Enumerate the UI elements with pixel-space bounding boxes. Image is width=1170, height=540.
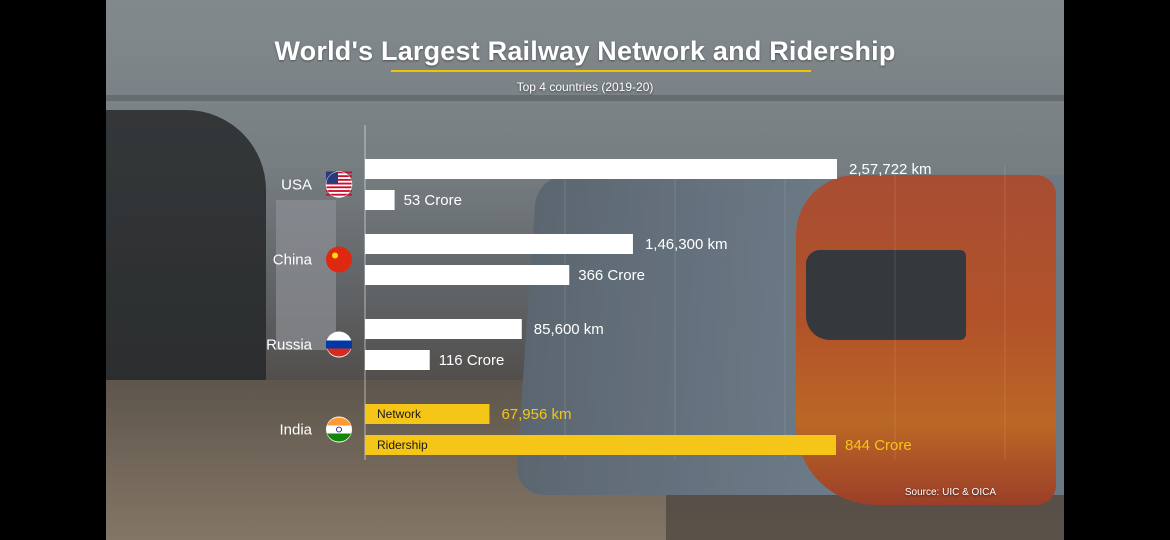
flag-russia-blue — [326, 340, 352, 349]
value-label-network-russia: 85,600 km — [534, 321, 604, 338]
series-label-network: Network — [377, 407, 422, 421]
source-note: Source: UIC & OICA — [904, 487, 996, 498]
background-tower — [276, 200, 336, 350]
background-canopy — [106, 110, 266, 410]
background-gantry — [106, 95, 1064, 101]
category-label-russia: Russia — [266, 337, 313, 354]
bar-network-usa — [365, 159, 837, 179]
bar-ridership-russia — [365, 350, 430, 370]
chart-title: World's Largest Railway Network and Ride… — [274, 36, 896, 66]
bar-network-russia — [365, 319, 522, 339]
value-label-ridership-russia: 116 Crore — [439, 352, 505, 369]
background-train-window — [806, 250, 966, 340]
category-label-china: China — [273, 252, 313, 269]
flag-china-icon — [326, 246, 352, 273]
value-label-ridership-india: 844 Crore — [845, 437, 912, 454]
flag-india-chakra — [336, 426, 342, 433]
bar-chart: USA 2,57,722 km 53 Crore China 1,46,300 km36… — [266, 125, 1006, 460]
value-label-network-usa: 2,57,722 km — [849, 161, 932, 178]
flag-russia-red — [327, 348, 351, 357]
value-label-network-india: 67,956 km — [501, 406, 571, 423]
series-label-ridership: Ridership — [377, 438, 428, 452]
flag-india-saffron — [327, 417, 351, 426]
bar-ridership-usa — [365, 190, 395, 210]
category-label-india: India — [279, 422, 312, 439]
chart-subtitle: Top 4 countries (2019-20) — [516, 80, 654, 94]
bar-network-china — [365, 234, 633, 254]
flag-india-green — [327, 433, 351, 442]
category-label-usa: USA — [281, 177, 312, 194]
bar-network-india — [365, 404, 490, 424]
value-label-network-china: 1,46,300 km — [645, 236, 728, 253]
value-label-ridership-usa: 53 Crore — [404, 192, 462, 209]
background-train-nose — [796, 175, 1056, 505]
chart-frame: World's Largest Railway Network and Ride… — [106, 0, 1064, 540]
flag-usa-icon — [325, 171, 353, 198]
flag-china-star — [332, 252, 338, 259]
bar-ridership-india — [365, 435, 836, 455]
value-label-ridership-china: 366 Crore — [578, 267, 645, 284]
bar-ridership-china — [365, 265, 570, 285]
title-underline — [391, 70, 811, 72]
